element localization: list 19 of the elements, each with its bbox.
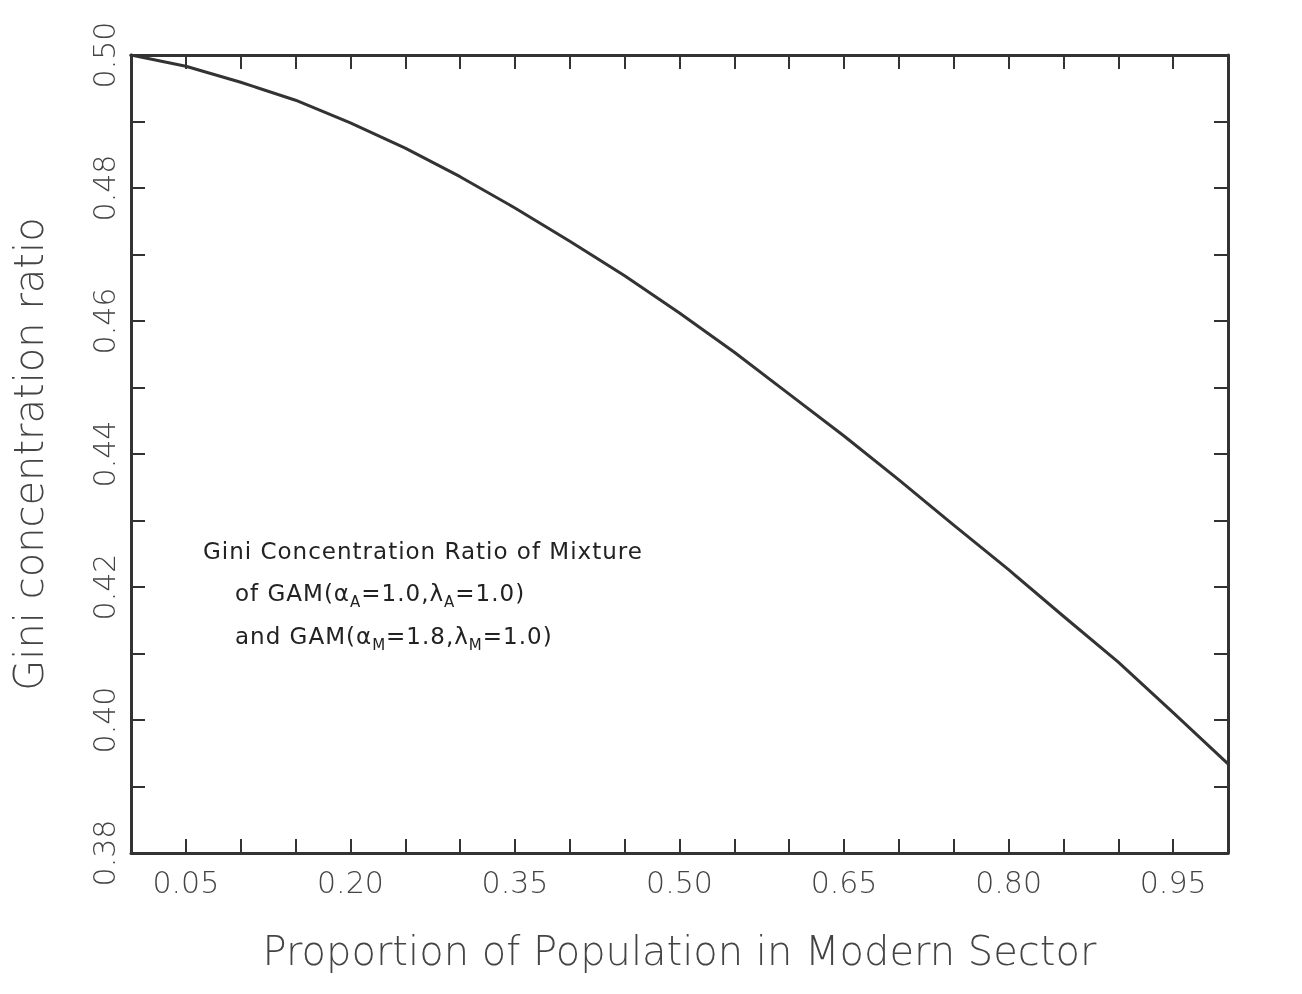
y-tick-label: 0.46 — [86, 287, 122, 355]
text: 0.50 — [86, 21, 122, 89]
y-axis-title: Gini concentration ratio — [6, 217, 52, 691]
y-tick-label: 0.48 — [86, 154, 122, 222]
text: 0.50 — [646, 864, 713, 900]
text: 0.20 — [317, 864, 384, 900]
text: 0.40 — [86, 686, 122, 754]
y-tick-label: 0.42 — [86, 553, 122, 621]
x-tick-label: 0.95 — [1139, 864, 1207, 900]
x-tick-label: 0.65 — [810, 864, 878, 900]
x-axis-title: Proportion of Population in Modern Sector — [262, 928, 1097, 974]
annotation: and GAM(α$_{M}$=1.8,λ$_{M}$=1.0) — [235, 623, 553, 654]
text: 0.80 — [975, 864, 1042, 900]
annotation: Gini Concentration Ratio of Mixture — [203, 538, 643, 564]
x-tick-label: 0.05 — [152, 864, 220, 900]
y-tick-label: 0.38 — [86, 819, 122, 887]
annotation: of GAM(α$_{A}$=1.0,λ$_{A}$=1.0) — [235, 580, 526, 611]
y-tick-label: 0.44 — [86, 420, 122, 488]
x-tick-label: 0.35 — [481, 864, 549, 900]
